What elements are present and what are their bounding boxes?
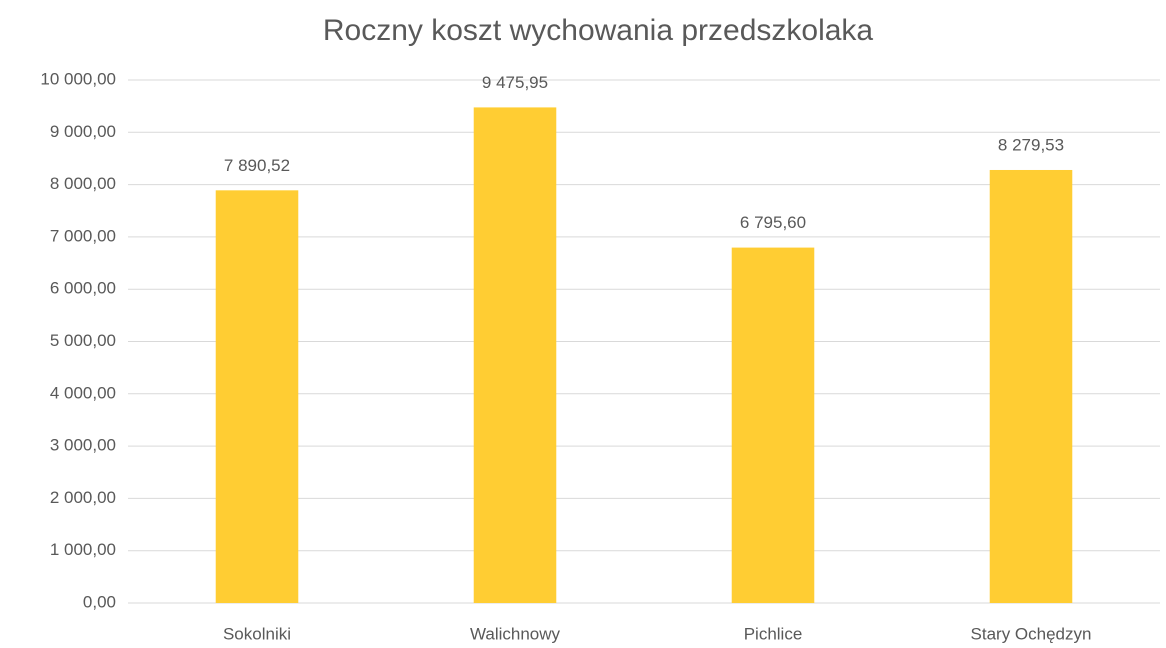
bar [731, 247, 815, 603]
y-tick-label: 10 000,00 [40, 69, 116, 88]
x-tick-label: Stary Ochędzyn [971, 624, 1092, 643]
bar [215, 190, 299, 603]
x-tick-label: Pichlice [744, 624, 803, 643]
y-tick-label: 5 000,00 [50, 331, 116, 350]
y-tick-label: 7 000,00 [50, 226, 116, 245]
x-tick-label: Walichnowy [470, 624, 561, 643]
y-tick-label: 4 000,00 [50, 383, 116, 402]
y-tick-label: 9 000,00 [50, 122, 116, 141]
y-tick-label: 0,00 [83, 592, 116, 611]
y-tick-label: 8 000,00 [50, 174, 116, 193]
data-label: 9 475,95 [482, 73, 548, 92]
bar [989, 169, 1073, 603]
data-label: 7 890,52 [224, 156, 290, 175]
data-label: 8 279,53 [998, 135, 1064, 154]
x-tick-label: Sokolniki [223, 624, 291, 643]
bar [473, 107, 557, 604]
y-tick-label: 2 000,00 [50, 488, 116, 507]
y-tick-label: 6 000,00 [50, 279, 116, 298]
chart-title: Roczny koszt wychowania przedszkolaka [323, 14, 874, 47]
y-tick-label: 1 000,00 [50, 540, 116, 559]
data-label: 6 795,60 [740, 213, 806, 232]
y-tick-label: 3 000,00 [50, 436, 116, 455]
